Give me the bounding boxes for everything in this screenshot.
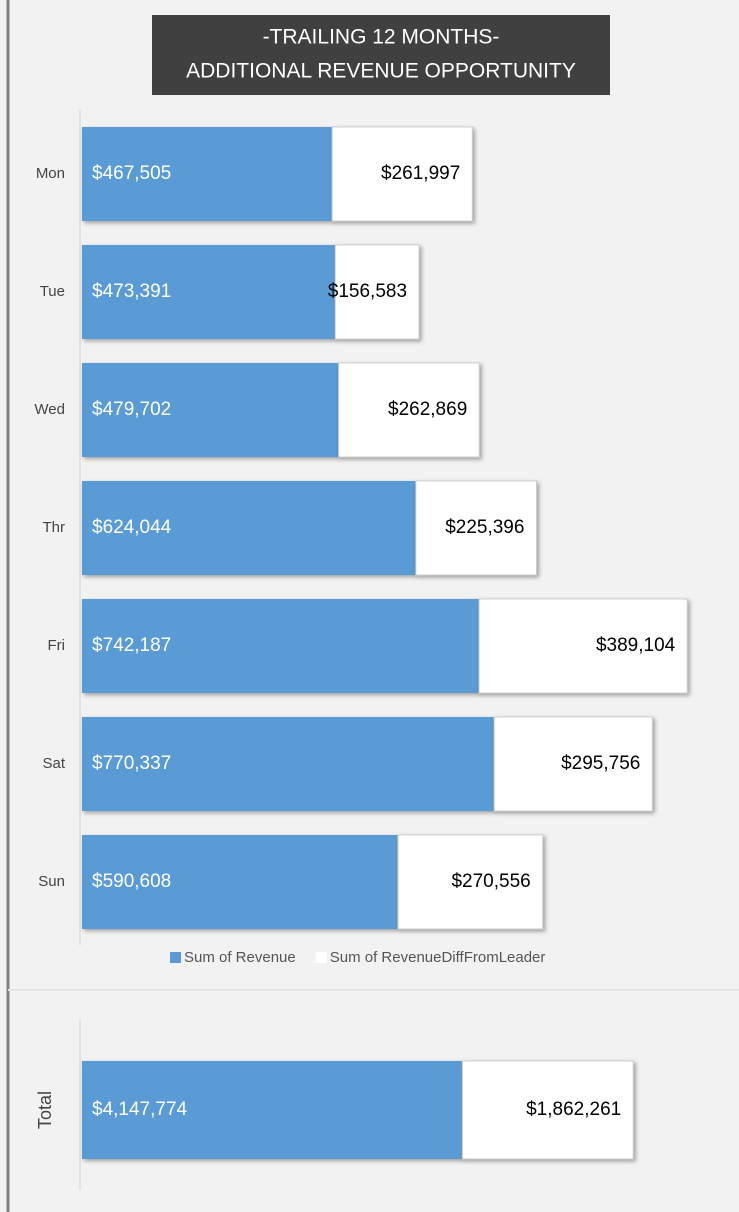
data-label: $1,862,261 (526, 1099, 621, 1120)
legend-swatch (315, 952, 327, 963)
bar (82, 599, 480, 693)
bar (82, 363, 339, 457)
bar (82, 127, 333, 221)
data-label: $590,608 (92, 871, 171, 892)
bar (478, 598, 688, 694)
bar (338, 362, 480, 458)
category-label: Sat (42, 755, 65, 772)
category-label: Fri (48, 637, 66, 654)
data-label: $479,702 (92, 399, 171, 420)
legend-label: Sum of Revenue (184, 949, 296, 966)
data-label: $473,391 (92, 281, 171, 302)
data-label: $262,869 (388, 399, 467, 420)
data-label: $4,147,774 (92, 1099, 188, 1120)
bar (461, 1060, 634, 1160)
category-label: Thr (43, 519, 66, 536)
bar (334, 244, 420, 340)
category-label: Wed (34, 401, 65, 418)
category-label: Mon (36, 165, 65, 182)
bar (82, 245, 336, 339)
data-label: $270,556 (451, 871, 530, 892)
data-label: $225,396 (445, 517, 524, 538)
bar (493, 716, 653, 812)
bar (82, 835, 398, 929)
bar (82, 481, 416, 575)
data-label: $295,756 (561, 753, 640, 774)
bar (331, 126, 473, 222)
category-label: Sun (38, 873, 65, 890)
title-box (152, 15, 610, 95)
data-label: $770,337 (92, 753, 171, 774)
data-label: $467,505 (92, 163, 171, 184)
data-label: $389,104 (596, 635, 676, 656)
bar (82, 717, 495, 811)
category-label: Tue (40, 283, 65, 300)
chart-title: ADDITIONAL REVENUE OPPORTUNITY (186, 60, 576, 83)
category-label: Total (35, 1091, 55, 1129)
bar (397, 834, 544, 930)
data-label: $624,044 (92, 517, 172, 538)
legend-label: Sum of RevenueDiffFromLeader (330, 949, 546, 966)
data-label: $261,997 (381, 163, 460, 184)
data-label: $742,187 (92, 635, 171, 656)
bar (82, 1061, 463, 1159)
data-label: $156,583 (328, 281, 407, 302)
chart-title: -TRAILING 12 MONTHS- (263, 26, 500, 49)
legend-swatch (170, 952, 181, 963)
bar (415, 480, 537, 576)
